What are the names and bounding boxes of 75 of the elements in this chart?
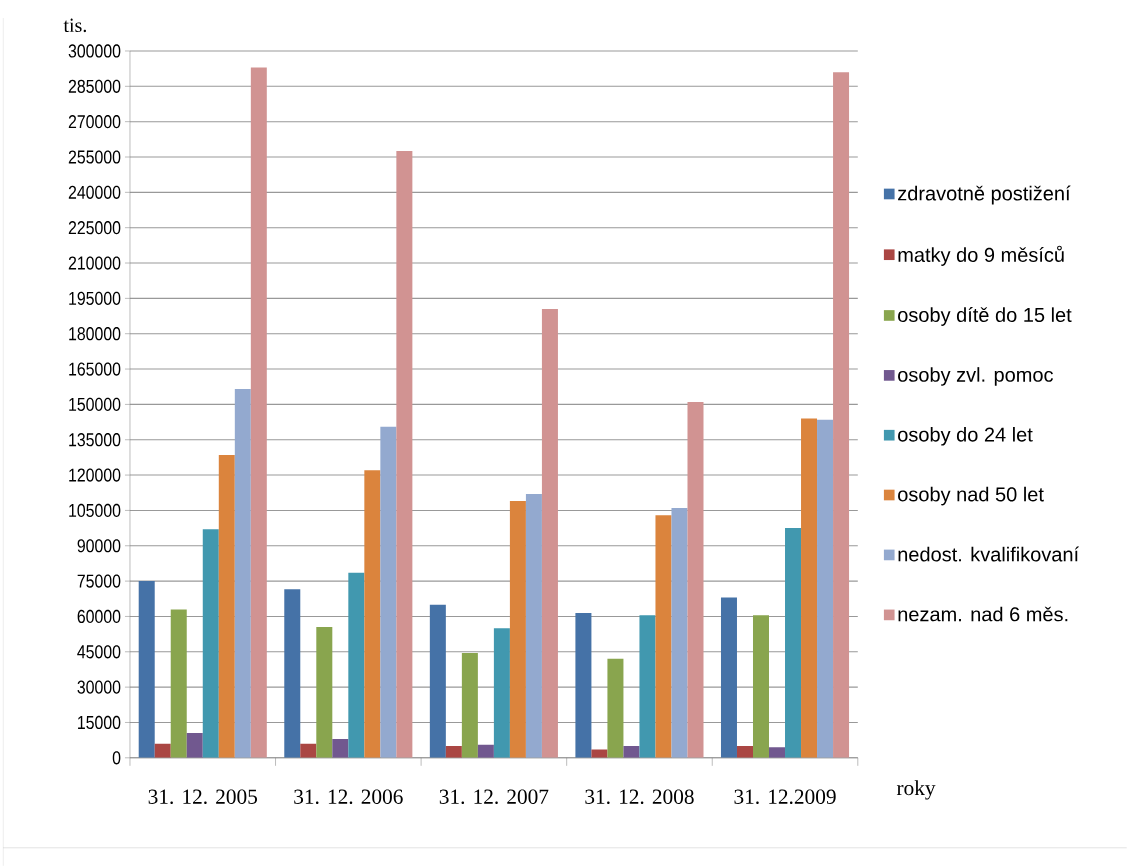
- bar: [541, 308, 558, 758]
- x-tick-label: 31. 12. 2008: [585, 789, 694, 804]
- legend-label: osoby dítě do 15 let: [898, 307, 1072, 326]
- bar: [234, 389, 251, 758]
- x-tick-label: 31. 12. 2005: [148, 789, 257, 804]
- bar: [720, 597, 737, 758]
- y-tick-label: 105000: [69, 503, 121, 518]
- y-tick-label: 285000: [68, 79, 121, 93]
- y-tick-label: 15000: [78, 715, 121, 730]
- bar: [332, 738, 349, 758]
- bar: [655, 515, 672, 758]
- legend-label: osoby nad 50 let: [898, 486, 1044, 506]
- bar: [752, 615, 770, 758]
- y-tick-label: 300000: [68, 44, 121, 58]
- legend-label: osoby do 24 let: [898, 426, 1033, 446]
- y-tick-label: 255000: [68, 150, 121, 164]
- y-tick-label: 180000: [69, 327, 121, 341]
- bar: [817, 419, 834, 758]
- y-tick-label: 45000: [77, 645, 121, 659]
- y-tick-label: 270000: [68, 115, 121, 129]
- y-tick-label: 120000: [69, 468, 121, 482]
- x-tick-label: 31. 12.2009: [734, 789, 836, 804]
- y-tick-label: 135000: [69, 433, 121, 447]
- bar: [509, 500, 526, 758]
- y-tick-label: 90000: [77, 539, 121, 553]
- bar: [218, 455, 235, 758]
- bar: [284, 589, 301, 758]
- legend-label: zdravotně postižení: [898, 185, 1071, 205]
- bar: [348, 572, 365, 758]
- y-tick-label: 150000: [69, 397, 121, 411]
- legend-label: nezam. nad 6 měs.: [898, 606, 1068, 622]
- y-tick-label: 0: [112, 751, 121, 765]
- bar: [300, 743, 317, 758]
- x-axis-title: roky: [896, 780, 936, 800]
- bar: [380, 426, 397, 758]
- bar: [396, 151, 413, 758]
- bar: [785, 528, 802, 758]
- bar: [202, 529, 219, 758]
- x-tick-label: 31. 12. 2006: [294, 789, 403, 804]
- y-tick-label: 240000: [68, 185, 121, 199]
- bar: [833, 72, 850, 758]
- legend-label: nedost. kvalifikovaní: [898, 546, 1079, 562]
- bar: [525, 493, 542, 758]
- bar: [429, 604, 446, 758]
- bar: [316, 627, 333, 758]
- bar: [154, 743, 171, 758]
- bar: [477, 744, 494, 758]
- y-tick-label: 30000: [77, 680, 121, 694]
- y-axis-title: tis.: [63, 18, 87, 33]
- bar: [138, 581, 155, 758]
- legend-label: osoby zvl. pomoc: [898, 367, 1053, 386]
- x-tick-label: 31. 12. 2007: [439, 789, 549, 804]
- y-tick-label: 210000: [68, 256, 121, 270]
- bar: [250, 67, 267, 758]
- y-tick-label: 75000: [77, 574, 121, 588]
- bar: [671, 508, 688, 758]
- y-tick-label: 60000: [77, 609, 121, 624]
- bar: [623, 746, 640, 758]
- bar: [639, 615, 656, 758]
- bar: [493, 628, 510, 758]
- bar: [364, 470, 381, 758]
- legend-label: matky do 9 měsíců: [898, 245, 1064, 266]
- bar: [445, 746, 462, 758]
- bar: [801, 418, 818, 758]
- bar: [607, 658, 624, 758]
- bar: [687, 402, 704, 758]
- bar: [736, 746, 753, 758]
- bar: [461, 652, 478, 758]
- y-tick-label: 165000: [69, 362, 121, 376]
- y-tick-label: 195000: [69, 291, 121, 305]
- bar: [769, 747, 786, 758]
- bar: [575, 612, 592, 758]
- bar: [186, 733, 203, 758]
- bar: [170, 609, 187, 758]
- y-tick-label: 225000: [68, 221, 121, 235]
